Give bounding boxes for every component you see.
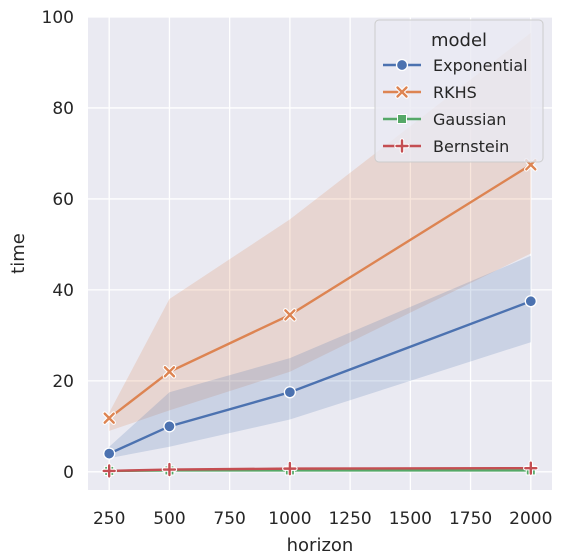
- exponential-point: [103, 447, 116, 460]
- y-tick-label: 20: [52, 372, 74, 392]
- legend-marker-bernstein: [395, 139, 409, 153]
- x-tick-label: 750: [213, 509, 245, 529]
- x-tick-label: 1500: [389, 509, 432, 529]
- x-tick-label: 250: [93, 509, 125, 529]
- legend-label-bernstein: Bernstein: [433, 137, 509, 156]
- legend-marker-exponential: [395, 58, 409, 72]
- exponential-confidence-band: [109, 255, 531, 459]
- rkhs-point: [284, 309, 296, 321]
- exponential-line: [108, 300, 532, 455]
- legend-label-rkhs: RKHS: [433, 83, 477, 102]
- legend-label-gaussian: Gaussian: [433, 110, 506, 129]
- series-lines: [108, 163, 532, 473]
- y-tick-label: 0: [63, 463, 74, 483]
- exponential-point: [163, 420, 176, 433]
- x-tick-label: 1000: [268, 509, 311, 529]
- bernstein-point: [102, 464, 116, 478]
- rkhs-point: [163, 366, 176, 378]
- legend-items: Exponential RKHS Gaussian Bernstein: [383, 56, 528, 156]
- y-tick-label: 100: [42, 8, 74, 28]
- legend-label-exponential: Exponential: [433, 56, 528, 75]
- legend: model Exponential RKHS Gaussian Bernstein: [374, 19, 544, 163]
- legend-box: [374, 19, 544, 163]
- bernstein-point: [162, 462, 177, 477]
- legend-marker-gaussian: [397, 114, 407, 124]
- x-tick-label: 1250: [328, 509, 371, 529]
- bernstein-line: [109, 466, 531, 473]
- rkhs-line: [108, 163, 532, 420]
- y-tick-label: 80: [52, 99, 74, 119]
- x-tick-labels: 250 500 750 1000 1250 1500 1750 2000: [93, 509, 552, 529]
- x-tick-label: 1750: [449, 509, 492, 529]
- y-axis-label: time: [8, 233, 29, 274]
- y-tick-label: 40: [52, 281, 74, 301]
- bernstein-point: [283, 461, 297, 476]
- exponential-point: [524, 295, 537, 308]
- legend-marker-rkhs: [396, 86, 408, 98]
- y-tick-labels: 0 20 40 60 80 100: [42, 8, 74, 483]
- bernstein-point: [524, 461, 538, 475]
- x-tick-label: 500: [153, 509, 185, 529]
- x-axis-label: horizon: [287, 535, 354, 556]
- exponential-point: [283, 386, 297, 399]
- legend-title: model: [431, 30, 487, 51]
- y-tick-label: 60: [52, 190, 74, 210]
- series-markers: [101, 158, 539, 479]
- x-tick-label: 2000: [509, 509, 552, 529]
- rkhs-point: [103, 412, 115, 424]
